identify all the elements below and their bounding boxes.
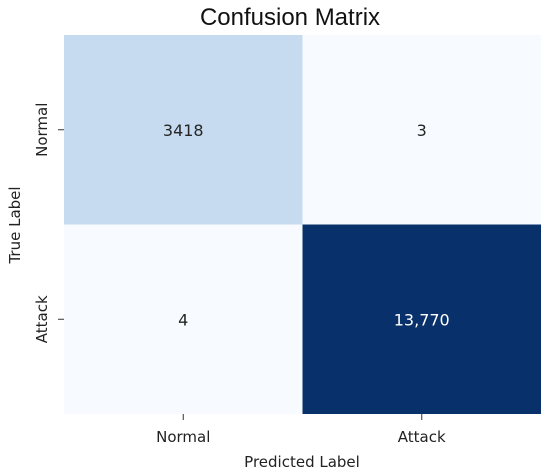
y-axis-ticks: Normal Attack [33,103,64,343]
chart-title: Confusion Matrix [200,4,380,31]
cell-value-label: 13,770 [394,310,450,329]
y-tick-label: Normal [33,103,51,157]
x-tick-label: Attack [398,428,446,446]
cell-value-label: 3 [417,121,427,140]
x-axis-label: Predicted Label [244,453,360,471]
y-axis-label: True Label [6,186,24,264]
heatmap-cell-attack-attack [302,224,541,414]
heatmap-cell-attack-normal [64,224,303,414]
y-tick-label: Attack [33,295,51,343]
x-tick-label: Normal [156,428,210,446]
cell-value-labels: 3418 3 4 13,770 [163,121,450,330]
heatmap-cell-normal-normal [64,35,303,225]
heatmap-cell-normal-attack [302,35,541,225]
heatmap-grid [64,35,541,414]
cell-value-label: 4 [178,310,188,329]
cell-value-label: 3418 [163,121,204,140]
x-axis-ticks: Normal Attack [156,414,446,446]
